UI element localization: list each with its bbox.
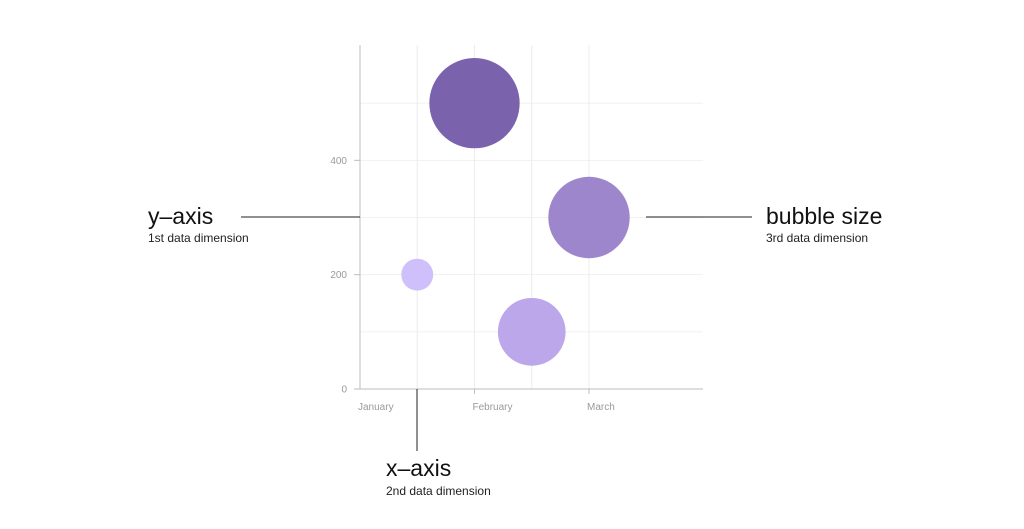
y-tick-label: 400: [330, 156, 347, 167]
bubble: [548, 176, 630, 259]
x-axis-annotation: x–axis 2nd data dimension: [386, 389, 491, 498]
y-tick-label: 200: [330, 270, 347, 281]
y-axis-annotation-subtitle: 1st data dimension: [148, 231, 249, 245]
bubble-size-annotation-title: bubble size: [766, 203, 882, 229]
y-axis-annotation-title: y–axis: [148, 203, 213, 229]
ticks: 0 200 400 January February March: [330, 156, 614, 413]
bubble: [429, 58, 520, 149]
x-tick-label: February: [473, 402, 513, 413]
bubble: [401, 258, 434, 291]
bubble-size-annotation: bubble size 3rd data dimension: [646, 203, 882, 245]
x-tick-label: January: [358, 402, 394, 413]
x-axis-annotation-subtitle: 2nd data dimension: [386, 484, 491, 498]
bubble: [497, 297, 566, 366]
x-tick-label: March: [587, 402, 615, 413]
bubble-size-annotation-subtitle: 3rd data dimension: [766, 231, 868, 245]
y-tick-label: 0: [341, 385, 347, 396]
y-axis-annotation: y–axis 1st data dimension: [148, 203, 360, 245]
x-axis-annotation-title: x–axis: [386, 455, 451, 481]
bubbles: [401, 58, 630, 366]
